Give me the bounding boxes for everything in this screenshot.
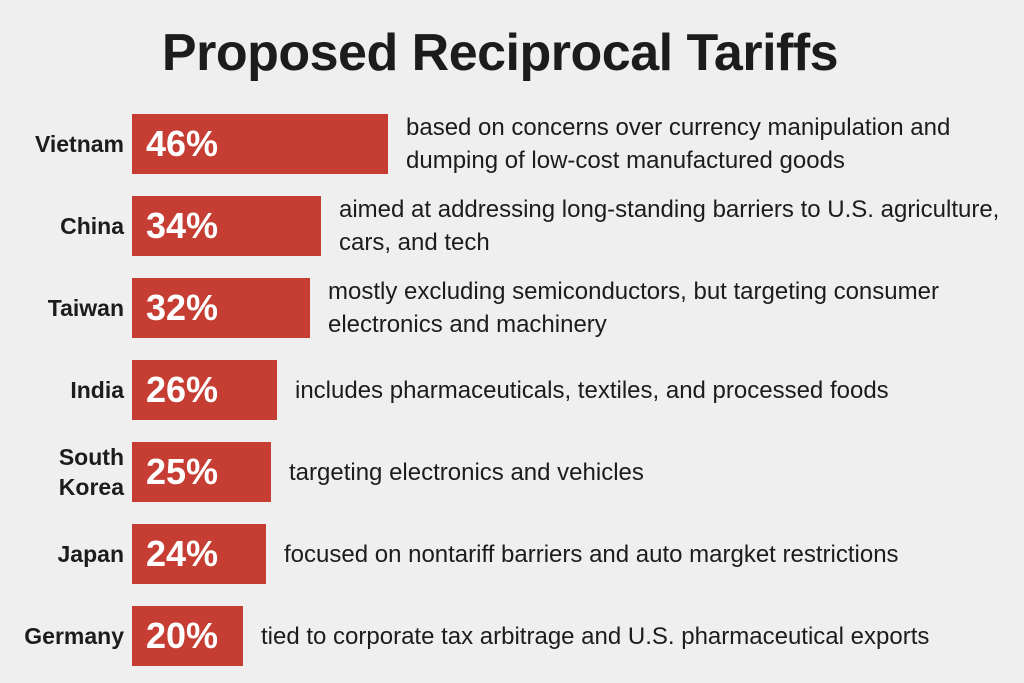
bar: [132, 196, 321, 256]
bar-value-label: 46%: [146, 123, 219, 164]
chart-row: Vietnam 46% based on concerns over currenc…: [0, 114, 1024, 174]
bar: [132, 278, 310, 338]
chart-row: Japan 24% focused on nontariff barriers an…: [0, 524, 1024, 584]
chart-row: Germany 20% tied to corporate tax arbitrag…: [0, 606, 1024, 666]
chart-row: Taiwan 32% mostly excluding semiconductors…: [0, 278, 1024, 338]
category-label: Germany: [24, 623, 124, 649]
category-label: Vietnam: [34, 131, 124, 157]
bar: [132, 442, 271, 502]
bar-annotation: tied to corporate tax arbitrage and U.S.…: [261, 623, 930, 650]
bar: [132, 114, 388, 174]
bar-annotation: mostly excluding semiconductors, but tar…: [328, 278, 939, 338]
chart-row: South Korea 25% targeting electronics and …: [0, 442, 1024, 502]
bar-value-label: 32%: [146, 287, 219, 328]
bar: [132, 360, 277, 420]
category-label: India: [70, 377, 124, 403]
bar-annotation: based on concerns over currency manipula…: [406, 114, 951, 174]
bar: [132, 606, 243, 666]
chart-row: India 26% includes pharmaceuticals, textil…: [0, 360, 1024, 420]
bar-value-label: 24%: [146, 533, 219, 574]
bar-value-label: 26%: [146, 369, 219, 410]
bar-annotation: targeting electronics and vehicles: [289, 459, 644, 486]
bar-value-label: 25%: [146, 451, 219, 492]
chart-row: China 34% aimed at addressing long-standin…: [0, 196, 1024, 256]
bar-annotation: focused on nontariff barriers and auto m…: [284, 541, 899, 568]
category-label: South Korea: [58, 444, 124, 500]
bar-annotation: aimed at addressing long-standing barrie…: [339, 196, 1000, 256]
bar-value-label: 34%: [146, 205, 219, 246]
bar-value-label: 20%: [146, 615, 219, 656]
chart-title: Proposed Reciprocal Tariffs: [161, 24, 839, 82]
category-label: Taiwan: [47, 295, 124, 321]
bar: [132, 524, 266, 584]
category-label: China: [60, 213, 124, 239]
bar-annotation: includes pharmaceuticals, textiles, and …: [295, 377, 889, 404]
category-label: Japan: [57, 541, 124, 567]
